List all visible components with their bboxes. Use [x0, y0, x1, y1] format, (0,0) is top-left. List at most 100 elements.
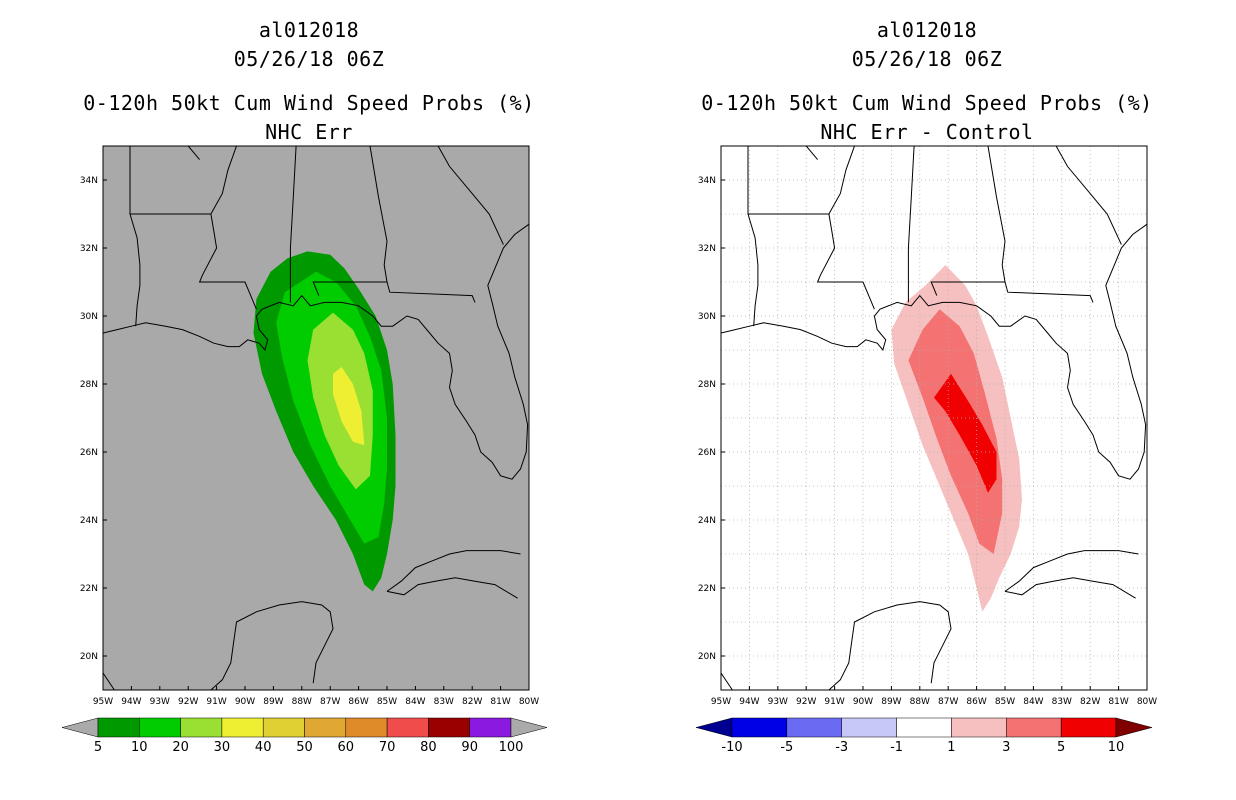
colorbar-swatch — [786, 717, 842, 738]
lon-label: 88W — [292, 697, 312, 707]
colorbar-swatch — [1060, 717, 1117, 738]
lon-label: 88W — [910, 697, 930, 707]
lat-label: 26N — [80, 448, 98, 458]
colorbar-label: 100 — [499, 740, 524, 755]
left-map: 34N 32N 30N 28N 26N 24N 22N 20N 95W 94W 93W 92W 91W 9… — [61, 145, 548, 755]
lon-label: 85W — [377, 697, 397, 707]
lon-label: 93W — [768, 697, 788, 707]
contour-30-40 — [333, 367, 365, 446]
state-border — [805, 146, 818, 160]
colorbar-swatch — [896, 717, 952, 738]
state-border — [1004, 281, 1094, 303]
coastline — [1004, 577, 1136, 599]
coastline — [828, 601, 952, 690]
plot-frame — [102, 145, 530, 691]
state-border — [747, 146, 829, 215]
colorbar-under — [61, 717, 99, 738]
lat-label: 22N — [698, 584, 716, 594]
lon-label: 80W — [1137, 697, 1157, 707]
lon-label: 82W — [462, 697, 482, 707]
lat-label: 32N — [80, 244, 98, 254]
coastline — [386, 550, 521, 592]
colorbar: 5 10 20 30 40 50 60 70 80 90 100 — [61, 717, 548, 755]
lon-label: 89W — [263, 697, 283, 707]
state-border — [312, 146, 388, 296]
state-border — [747, 213, 759, 327]
lat-label: 28N — [80, 380, 98, 390]
colorbar-under — [695, 717, 733, 738]
state-border — [210, 146, 237, 215]
lat-label: 34N — [80, 176, 98, 186]
colorbar-label: 30 — [214, 740, 231, 755]
lon-label: 93W — [150, 697, 170, 707]
colorbar-label: 50 — [296, 740, 313, 755]
lon-label: 94W — [739, 697, 759, 707]
contour-3-5 — [908, 309, 1003, 554]
lat-label: 24N — [80, 516, 98, 526]
lat-label: 24N — [698, 516, 716, 526]
colorbar-swatch — [262, 717, 305, 738]
lon-label: 91W — [206, 697, 226, 707]
colorbar-swatch — [386, 717, 429, 738]
lon-label: 90W — [235, 697, 255, 707]
lon-label: 85W — [995, 697, 1015, 707]
colorbar-label: -3 — [835, 740, 848, 755]
colorbar-label: 10 — [1108, 740, 1125, 755]
colorbar-swatch — [1006, 717, 1062, 738]
lon-label: 91W — [824, 697, 844, 707]
colorbar-swatch — [97, 717, 140, 738]
colorbar-label: 80 — [420, 740, 437, 755]
state-border — [828, 146, 855, 215]
colorbar-swatch — [731, 717, 788, 738]
lat-label: 20N — [80, 652, 98, 662]
product-title: 0-120h 50kt Cum Wind Speed Probs (%) — [83, 91, 535, 115]
colorbar-swatch — [304, 717, 347, 738]
panel-subtitle: NHC Err — [265, 120, 353, 144]
colorbar-over — [510, 717, 548, 738]
lat-label: 32N — [698, 244, 716, 254]
state-border — [187, 146, 200, 160]
colorbar-swatch — [180, 717, 223, 738]
lon-label: 87W — [938, 697, 958, 707]
lon-label: 81W — [1108, 697, 1128, 707]
state-border — [930, 146, 1006, 296]
lat-label: 20N — [698, 652, 716, 662]
lat-label: 34N — [698, 176, 716, 186]
colorbar-label: 90 — [461, 740, 478, 755]
state-border — [386, 281, 476, 303]
lon-label: 84W — [405, 697, 425, 707]
lat-label: 22N — [80, 584, 98, 594]
colorbar-label: -5 — [780, 740, 793, 755]
coastline — [721, 672, 734, 690]
colorbar-swatch — [841, 717, 897, 738]
state-border — [1055, 146, 1122, 245]
colorbar-label: 3 — [1002, 740, 1010, 755]
storm-id: al012018 — [876, 18, 978, 42]
lat-label: 26N — [698, 448, 716, 458]
state-border — [289, 146, 297, 303]
colorbar-label: -10 — [721, 740, 742, 755]
colorbar-label: 40 — [255, 740, 272, 755]
lat-label: 28N — [698, 380, 716, 390]
coastline — [721, 223, 1147, 480]
state-border — [907, 146, 915, 303]
product-title: 0-120h 50kt Cum Wind Speed Probs (%) — [701, 91, 1153, 115]
lon-label: 89W — [881, 697, 901, 707]
lat-label: 30N — [698, 312, 716, 322]
colorbar-swatch — [139, 717, 181, 738]
state-border — [198, 213, 257, 310]
lon-label: 82W — [1080, 697, 1100, 707]
lon-label: 83W — [1052, 697, 1072, 707]
lon-label: 87W — [320, 697, 340, 707]
lon-label: 90W — [853, 697, 873, 707]
lon-label: 86W — [348, 697, 368, 707]
datetime: 05/26/18 06Z — [233, 47, 385, 71]
colorbar-swatch — [221, 717, 264, 738]
state-border — [816, 213, 875, 310]
colorbar-label: 70 — [379, 740, 396, 755]
colorbar-over — [1115, 717, 1153, 738]
storm-id: al012018 — [258, 18, 360, 42]
coastline — [386, 577, 518, 599]
state-border — [129, 146, 211, 215]
lon-label: 95W — [93, 697, 113, 707]
